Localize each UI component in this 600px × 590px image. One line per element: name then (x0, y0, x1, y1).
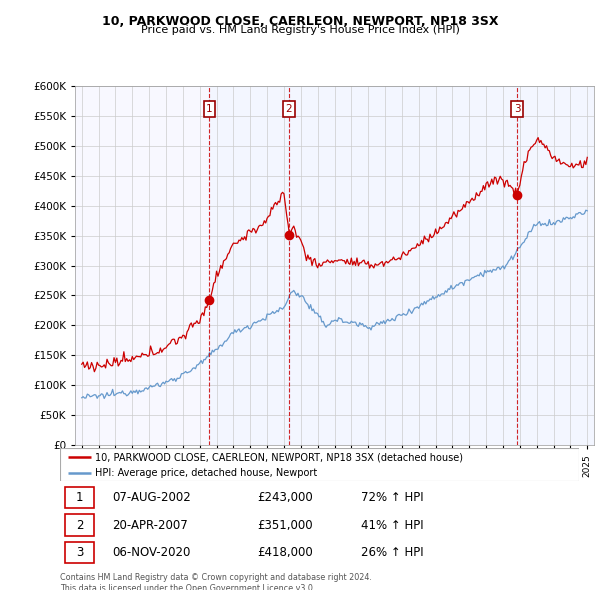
Text: 10, PARKWOOD CLOSE, CAERLEON, NEWPORT, NP18 3SX: 10, PARKWOOD CLOSE, CAERLEON, NEWPORT, N… (102, 15, 498, 28)
Text: 06-NOV-2020: 06-NOV-2020 (112, 546, 190, 559)
Text: 1: 1 (206, 104, 213, 114)
Text: Contains HM Land Registry data © Crown copyright and database right 2024.
This d: Contains HM Land Registry data © Crown c… (60, 573, 372, 590)
Text: 07-AUG-2002: 07-AUG-2002 (112, 491, 191, 504)
Bar (289, 86, 517, 445)
Bar (65, 487, 94, 509)
Bar (65, 542, 94, 563)
Text: 3: 3 (514, 104, 520, 114)
Text: 2: 2 (286, 104, 292, 114)
Text: 41% ↑ HPI: 41% ↑ HPI (361, 519, 424, 532)
Bar (65, 514, 94, 536)
Text: 10, PARKWOOD CLOSE, CAERLEON, NEWPORT, NP18 3SX (detached house): 10, PARKWOOD CLOSE, CAERLEON, NEWPORT, N… (95, 453, 463, 463)
Text: Price paid vs. HM Land Registry's House Price Index (HPI): Price paid vs. HM Land Registry's House … (140, 25, 460, 35)
Text: £418,000: £418,000 (257, 546, 313, 559)
Text: £243,000: £243,000 (257, 491, 313, 504)
Text: 20-APR-2007: 20-APR-2007 (112, 519, 188, 532)
Text: 3: 3 (76, 546, 83, 559)
Text: 72% ↑ HPI: 72% ↑ HPI (361, 491, 424, 504)
Text: £351,000: £351,000 (257, 519, 313, 532)
Bar (517, 86, 594, 445)
Bar (209, 86, 289, 445)
Text: 26% ↑ HPI: 26% ↑ HPI (361, 546, 424, 559)
Text: 1: 1 (76, 491, 83, 504)
Text: 2: 2 (76, 519, 83, 532)
Text: HPI: Average price, detached house, Newport: HPI: Average price, detached house, Newp… (95, 468, 317, 478)
